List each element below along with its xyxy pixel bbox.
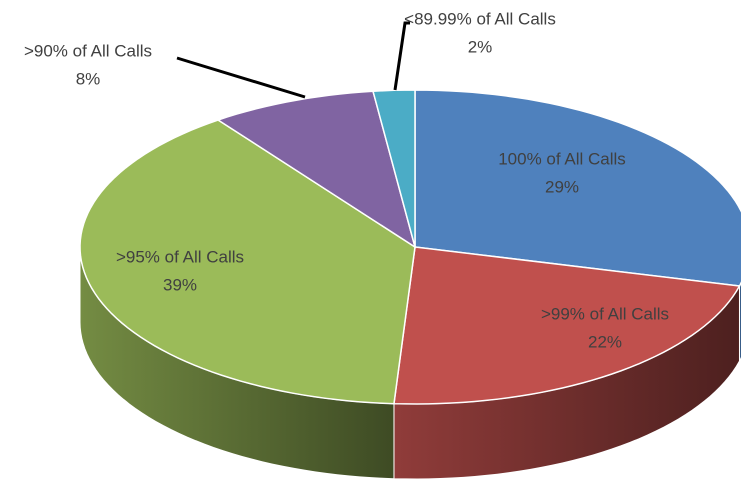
data-label-category: >95% of All Calls [116, 247, 244, 266]
pie-slice [393, 246, 741, 405]
data-label-category: >90% of All Calls [24, 41, 152, 60]
data-label-value: 2% [468, 37, 493, 56]
pie-slice [216, 90, 417, 249]
data-label-category: 100% of All Calls [498, 149, 626, 168]
data-label-value: 22% [588, 332, 622, 351]
leader-line [176, 56, 306, 99]
pie-slice [414, 89, 741, 287]
pie-slice [79, 119, 416, 405]
leader-line [393, 21, 410, 91]
data-label-category: >99% of All Calls [541, 304, 669, 323]
pie-slice [372, 89, 416, 248]
data-label-value: 8% [76, 69, 101, 88]
data-label-value: 29% [545, 177, 579, 196]
data-label-category: <89.99% of All Calls [404, 9, 556, 28]
data-label-value: 39% [163, 275, 197, 294]
